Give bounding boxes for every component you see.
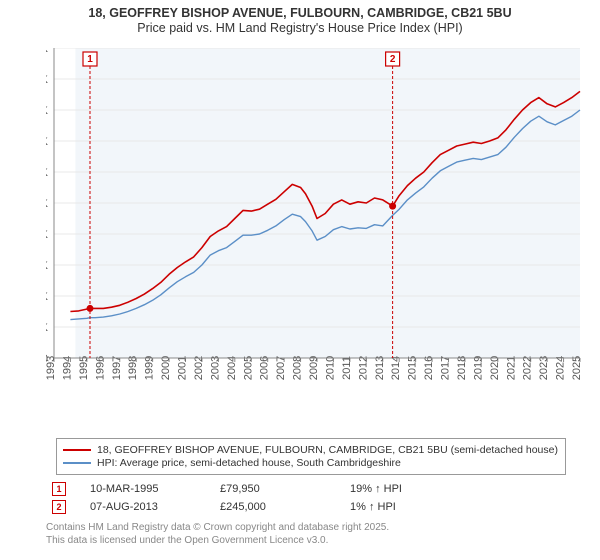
svg-text:1997: 1997 <box>111 356 123 380</box>
transaction-date-1: 10-MAR-1995 <box>90 483 220 495</box>
svg-text:£50K: £50K <box>46 322 49 334</box>
chart-svg: £0£50K£100K£150K£200K£250K£300K£350K£400… <box>46 48 588 428</box>
svg-text:2023: 2023 <box>538 356 550 380</box>
legend-label-hpi: HPI: Average price, semi-detached house,… <box>97 457 401 469</box>
svg-text:2009: 2009 <box>308 356 320 380</box>
legend-row-hpi: HPI: Average price, semi-detached house,… <box>63 457 559 469</box>
legend: 18, GEOFFREY BISHOP AVENUE, FULBOURN, CA… <box>56 438 566 475</box>
svg-text:2014: 2014 <box>390 356 402 380</box>
svg-text:1: 1 <box>87 54 93 65</box>
chart-container: 18, GEOFFREY BISHOP AVENUE, FULBOURN, CA… <box>0 0 600 560</box>
svg-text:2: 2 <box>390 54 396 65</box>
svg-text:£450K: £450K <box>46 74 49 86</box>
footer-line1: Contains HM Land Registry data © Crown c… <box>46 522 576 535</box>
svg-text:£500K: £500K <box>46 48 49 55</box>
svg-text:2011: 2011 <box>341 356 353 380</box>
svg-text:2007: 2007 <box>275 356 287 380</box>
svg-text:2005: 2005 <box>242 356 254 380</box>
title-subtitle: Price paid vs. HM Land Registry's House … <box>10 21 590 35</box>
svg-text:2013: 2013 <box>374 356 386 380</box>
transaction-marker-2: 2 <box>52 500 66 514</box>
transaction-price-1: £79,950 <box>220 483 350 495</box>
svg-text:2025: 2025 <box>571 356 583 380</box>
svg-text:£200K: £200K <box>46 229 49 241</box>
transaction-price-2: £245,000 <box>220 501 350 513</box>
transaction-marker-1: 1 <box>52 482 66 496</box>
svg-text:1993: 1993 <box>46 356 57 380</box>
svg-text:2018: 2018 <box>456 356 468 380</box>
svg-text:£350K: £350K <box>46 136 49 148</box>
svg-text:1995: 1995 <box>78 356 90 380</box>
transaction-hpi-1: 19% ↑ HPI <box>350 483 470 495</box>
svg-text:2001: 2001 <box>177 356 189 380</box>
svg-text:2003: 2003 <box>209 356 221 380</box>
svg-text:1999: 1999 <box>144 356 156 380</box>
title-block: 18, GEOFFREY BISHOP AVENUE, FULBOURN, CA… <box>0 0 600 37</box>
svg-text:2019: 2019 <box>472 356 484 380</box>
footer: Contains HM Land Registry data © Crown c… <box>46 522 576 547</box>
chart-area: £0£50K£100K£150K£200K£250K£300K£350K£400… <box>46 48 588 428</box>
legend-label-property: 18, GEOFFREY BISHOP AVENUE, FULBOURN, CA… <box>97 444 558 456</box>
title-address: 18, GEOFFREY BISHOP AVENUE, FULBOURN, CA… <box>10 6 590 20</box>
transaction-row-2: 2 07-AUG-2013 £245,000 1% ↑ HPI <box>46 498 576 516</box>
svg-text:2016: 2016 <box>423 356 435 380</box>
svg-text:1994: 1994 <box>61 356 73 380</box>
svg-text:1998: 1998 <box>127 356 139 380</box>
svg-text:£300K: £300K <box>46 167 49 179</box>
svg-text:2022: 2022 <box>522 356 534 380</box>
legend-swatch-property <box>63 449 91 451</box>
svg-text:2012: 2012 <box>357 356 369 380</box>
svg-text:2015: 2015 <box>407 356 419 380</box>
svg-text:2017: 2017 <box>440 356 452 380</box>
svg-text:£250K: £250K <box>46 198 49 210</box>
legend-swatch-hpi <box>63 462 91 464</box>
svg-text:2002: 2002 <box>193 356 205 380</box>
svg-text:2008: 2008 <box>292 356 304 380</box>
legend-row-property: 18, GEOFFREY BISHOP AVENUE, FULBOURN, CA… <box>63 444 559 456</box>
svg-text:2021: 2021 <box>505 356 517 380</box>
svg-text:1996: 1996 <box>94 356 106 380</box>
svg-text:£150K: £150K <box>46 260 49 272</box>
footer-line2: This data is licensed under the Open Gov… <box>46 535 576 548</box>
svg-text:2010: 2010 <box>324 356 336 380</box>
svg-text:2006: 2006 <box>259 356 271 380</box>
transaction-row-1: 1 10-MAR-1995 £79,950 19% ↑ HPI <box>46 480 576 498</box>
transaction-date-2: 07-AUG-2013 <box>90 501 220 513</box>
svg-text:£100K: £100K <box>46 291 49 303</box>
transaction-hpi-2: 1% ↑ HPI <box>350 501 470 513</box>
svg-text:2024: 2024 <box>555 356 567 380</box>
svg-text:2004: 2004 <box>226 356 238 380</box>
svg-text:2000: 2000 <box>160 356 172 380</box>
svg-text:£400K: £400K <box>46 105 49 117</box>
transactions-table: 1 10-MAR-1995 £79,950 19% ↑ HPI 2 07-AUG… <box>46 480 576 516</box>
svg-text:2020: 2020 <box>489 356 501 380</box>
